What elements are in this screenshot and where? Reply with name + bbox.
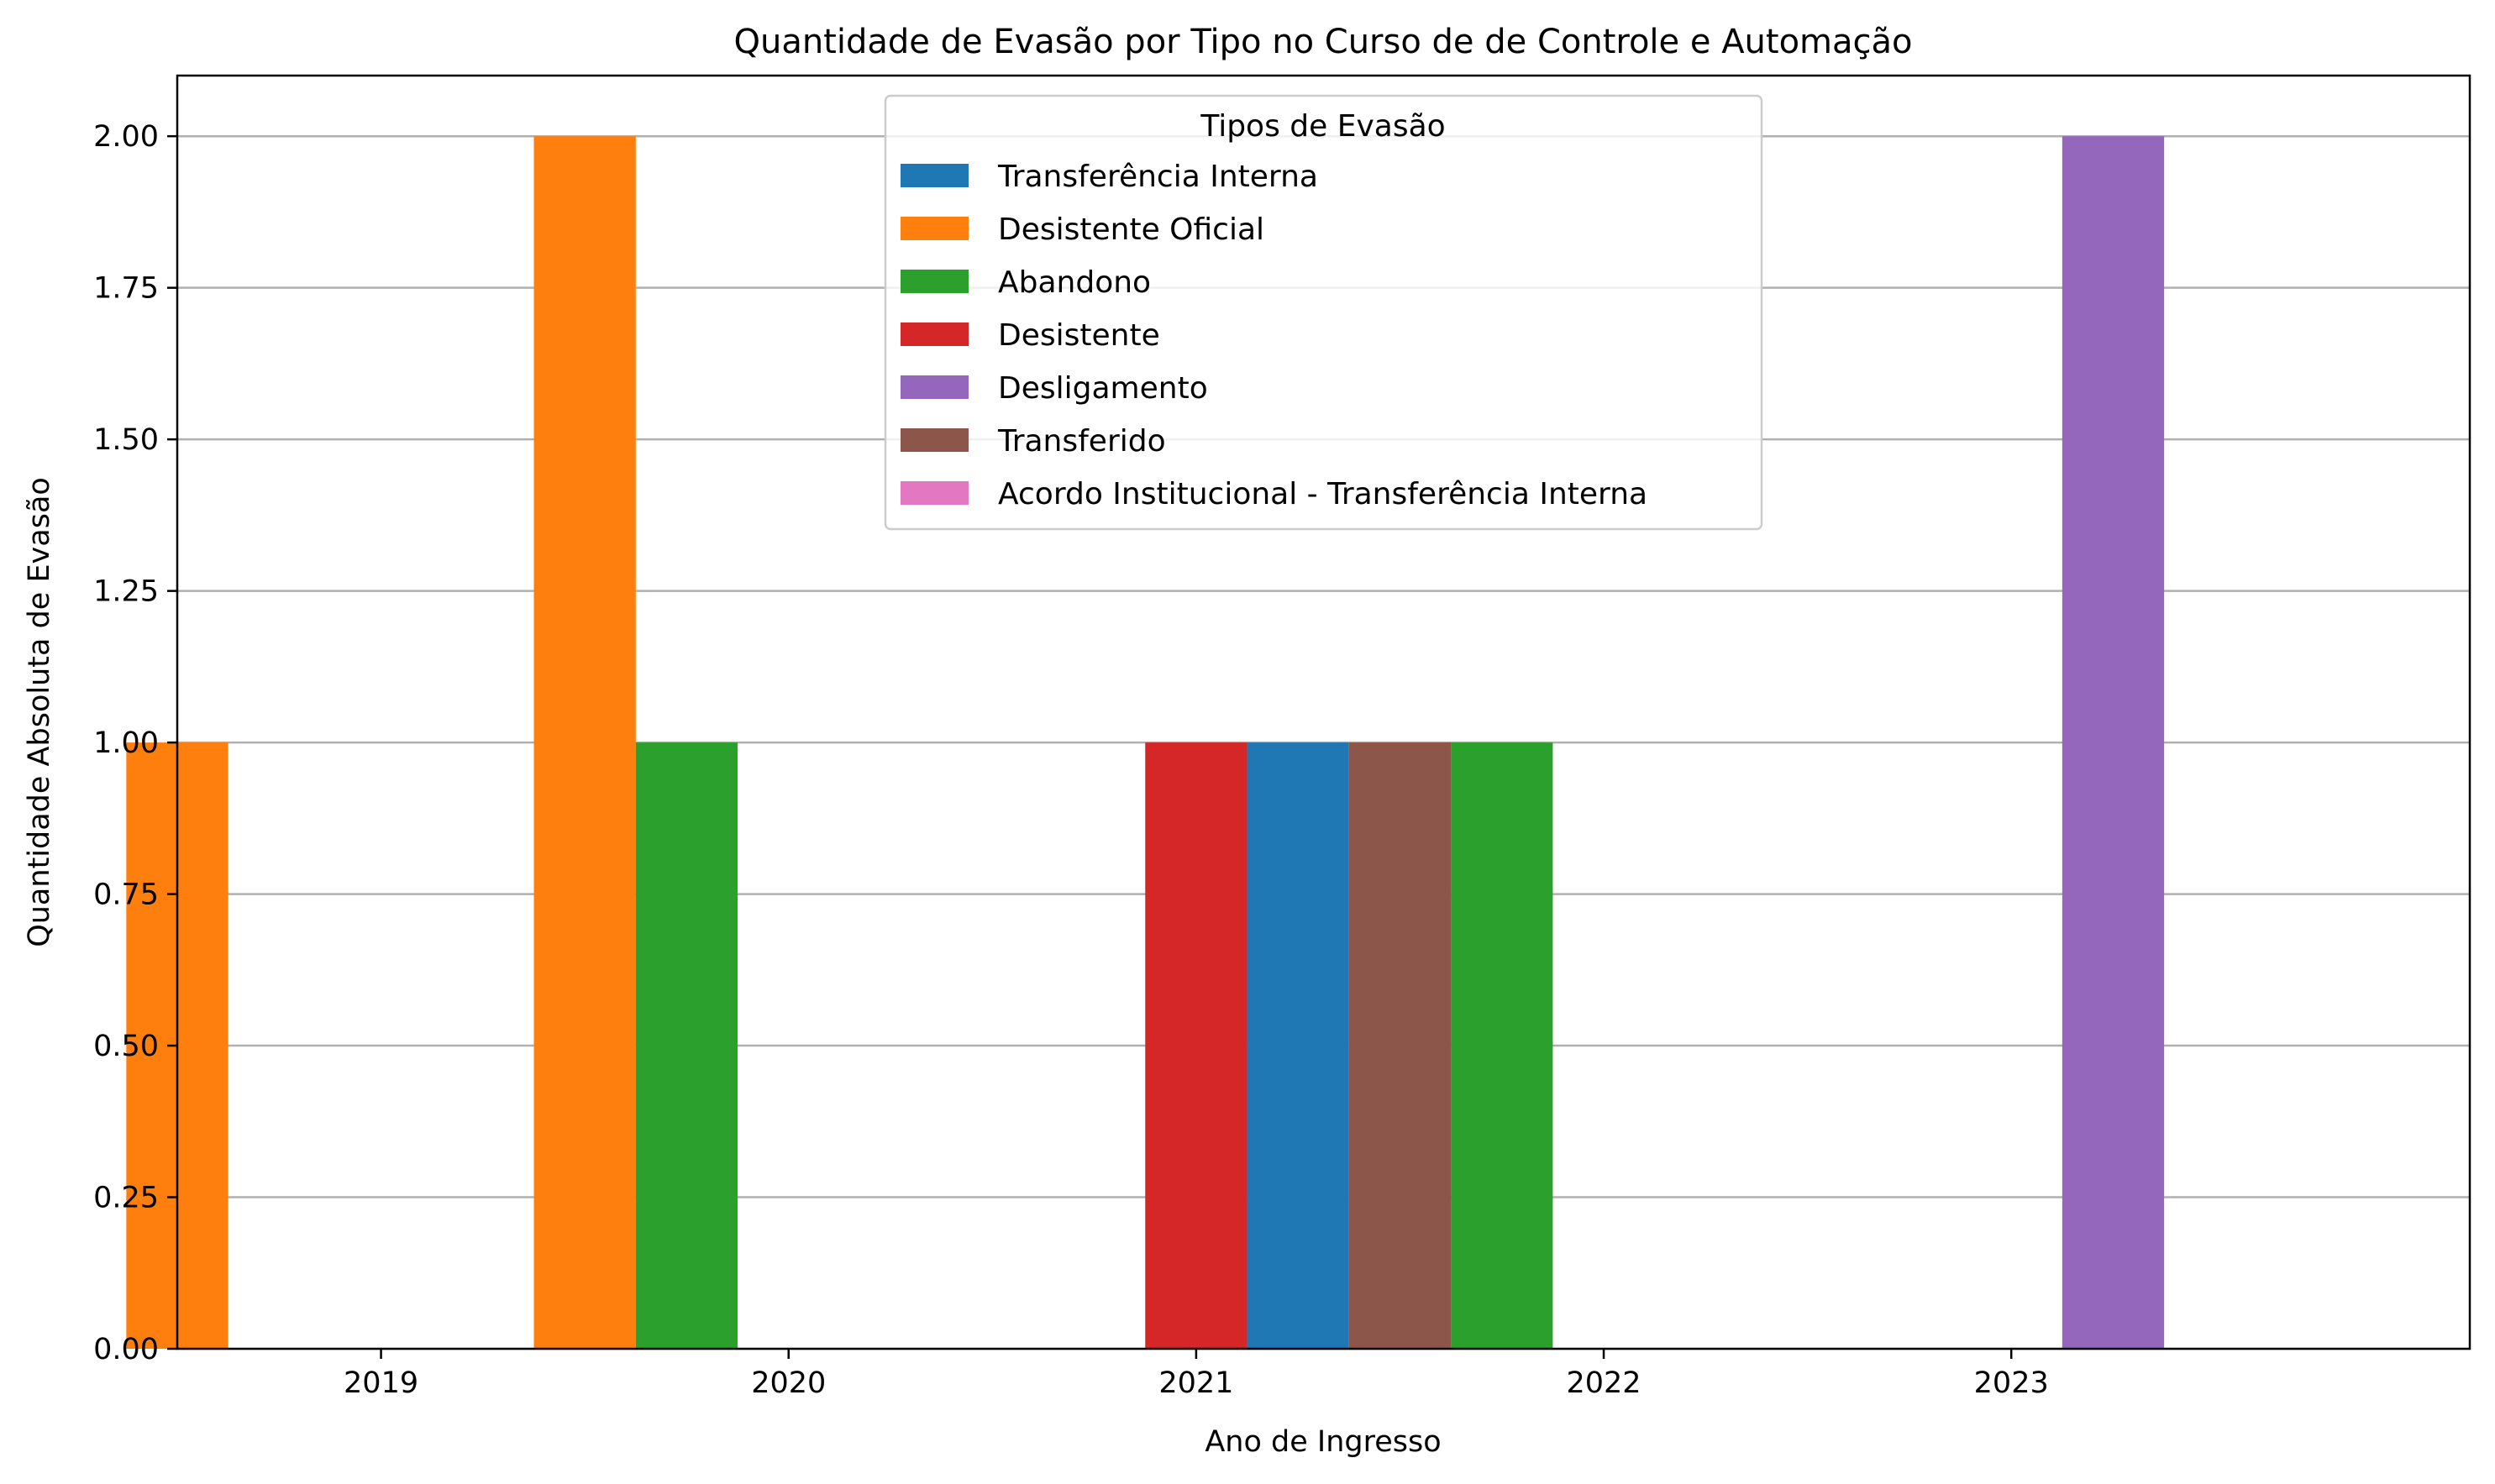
legend-swatch xyxy=(901,481,969,505)
bar xyxy=(1145,742,1248,1349)
legend: Tipos de Evasão Transferência Interna Des… xyxy=(884,94,1763,531)
y-tick-label: 0.00 xyxy=(93,1333,159,1366)
y-tick-label: 1.25 xyxy=(93,575,159,609)
legend-label: Acordo Institucional - Transferência Int… xyxy=(998,477,1647,511)
legend-label: Transferido xyxy=(997,424,1166,459)
bar xyxy=(635,742,738,1349)
x-axis-label: Ano de Ingresso xyxy=(1205,1425,1441,1459)
x-tick-label: 2019 xyxy=(344,1366,418,1400)
legend-box xyxy=(884,94,1763,531)
bar xyxy=(1348,742,1452,1349)
y-tick-label: 0.50 xyxy=(93,1030,159,1063)
legend-label: Desistente xyxy=(998,318,1160,353)
bar xyxy=(533,136,636,1350)
y-axis-label: Quantidade Absoluta de Evasão xyxy=(23,477,56,947)
plot-frame xyxy=(176,74,2471,1350)
legend-swatch xyxy=(901,428,969,452)
x-tick-label: 2021 xyxy=(1158,1366,1233,1400)
y-tick-label: 2.00 xyxy=(93,120,159,154)
legend-swatch xyxy=(901,375,969,399)
legend-swatch xyxy=(901,164,969,187)
legend-swatch xyxy=(901,270,969,293)
chart-title: Quantidade de Evasão por Tipo no Curso d… xyxy=(733,23,1912,61)
y-tick-label: 1.00 xyxy=(93,726,159,760)
legend-label: Desistente Oficial xyxy=(998,212,1264,247)
bar xyxy=(1451,742,1553,1349)
bar xyxy=(2062,136,2165,1350)
y-tick-label: 1.75 xyxy=(93,272,159,306)
x-tick-label: 2022 xyxy=(1567,1366,1641,1400)
x-axis-ticks: 2019 2020 2021 2022 2023 xyxy=(344,1349,2049,1400)
bars xyxy=(126,136,2165,1350)
legend-label: Transferência Interna xyxy=(997,160,1318,194)
legend-items: Transferência Interna Desistente Oficial A… xyxy=(901,160,1647,511)
legend-title: Tipos de Evasão xyxy=(1200,109,1445,144)
y-tick-label: 0.25 xyxy=(93,1182,159,1215)
bar xyxy=(1247,742,1349,1349)
y-tick-label: 0.75 xyxy=(93,878,159,912)
y-axis-ticks: 0.00 0.25 0.50 0.75 1.00 1.25 1.50 1.75 2.00 xyxy=(93,120,177,1366)
legend-swatch xyxy=(901,322,969,346)
legend-label: Desligamento xyxy=(998,371,1208,406)
x-tick-label: 2020 xyxy=(751,1366,826,1400)
x-tick-label: 2023 xyxy=(1974,1366,2049,1400)
y-tick-label: 1.50 xyxy=(93,423,159,457)
legend-swatch xyxy=(901,217,969,240)
legend-label: Abandono xyxy=(998,265,1151,300)
